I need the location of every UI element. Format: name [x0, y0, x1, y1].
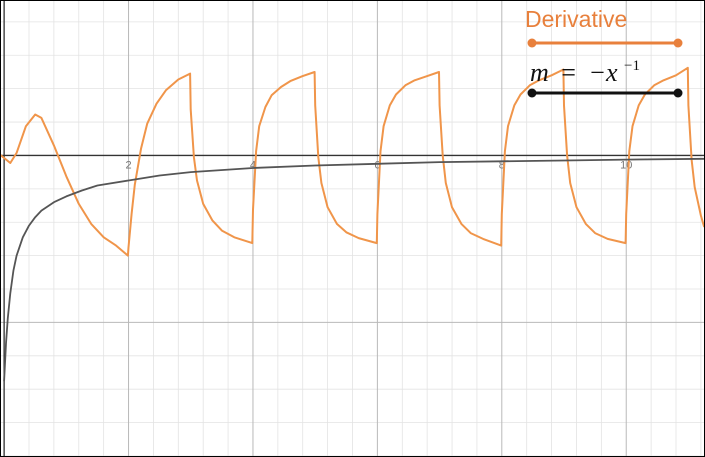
series-lines	[1, 66, 704, 382]
x-tick-label: 10	[620, 159, 632, 171]
legend-derivative-label: Derivative	[525, 6, 627, 32]
formula-exponent: −1	[624, 58, 640, 74]
legend: Derivative m = −x −1	[525, 6, 683, 98]
derivative-curve	[1, 66, 704, 257]
legend-reciprocal-endpoint-left	[527, 88, 537, 98]
x-tick-label: 6	[374, 159, 380, 171]
formula-lhs: m	[530, 58, 549, 87]
legend-derivative-endpoint-right	[673, 38, 683, 48]
legend-reciprocal-endpoint-right	[673, 88, 683, 98]
x-tick-label: 2	[125, 159, 131, 171]
formula-rhs: −x	[588, 58, 618, 87]
x-tick-label: 4	[250, 159, 256, 171]
formula-equals: =	[561, 58, 576, 87]
x-tick-label: 8	[499, 159, 505, 171]
legend-formula: m = −x −1	[530, 58, 640, 87]
reciprocal-curve	[3, 157, 704, 382]
legend-derivative-endpoint-left	[527, 38, 537, 48]
